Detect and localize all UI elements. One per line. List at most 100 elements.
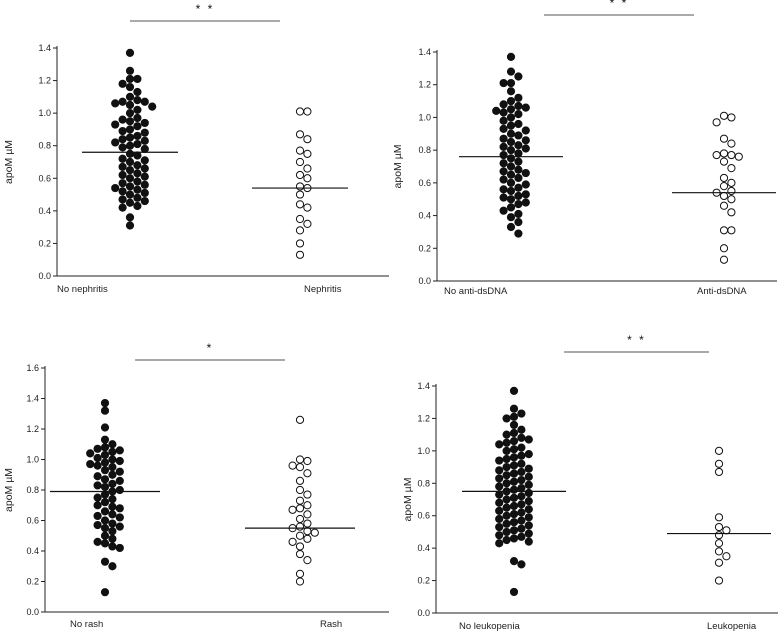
data-point-open [295,182,305,191]
data-point-filled [517,425,526,434]
y-tick-label: 1.4 [38,43,51,53]
data-point-filled [499,150,508,160]
data-point-filled [495,474,504,483]
data-point-open [295,577,305,586]
data-point-filled [115,522,124,531]
data-point-filled [521,144,530,153]
data-point-filled [502,527,511,537]
data-point-filled [514,110,523,119]
data-point-filled [108,463,117,472]
significance-label: * * [627,333,646,347]
data-point-filled [108,519,117,528]
y-tick-label: 0.8 [418,145,431,155]
data-point-filled [495,498,504,507]
data-point-open [719,182,729,191]
data-point-open [727,113,736,122]
y-tick-label: 1.2 [417,413,430,423]
data-point-filled [517,560,526,569]
data-point-open [295,130,305,139]
y-axis-title: apoM µM [392,145,404,189]
y-tick-label: 0.2 [26,577,39,587]
data-point-filled [517,516,526,525]
data-point-filled [502,462,511,472]
y-tick-label: 1.0 [418,112,431,122]
data-point-filled [93,444,102,453]
data-point-filled [499,108,508,117]
data-point-filled [514,218,523,227]
data-point-open [303,501,312,510]
y-tick-label: 0.4 [417,543,430,553]
data-point-open [714,558,724,567]
data-point-filled [506,113,516,122]
data-point-filled [140,118,149,128]
data-point-open [303,534,312,543]
data-point-filled [108,455,117,464]
data-point-filled [524,537,533,546]
data-point-open [303,556,312,565]
panel-anti-dsdna: 0.0 0.2 0.4 0.6 0.8 1.0 1.2 1.4 apoM µM No anti-d… [389,0,778,316]
data-point-filled [93,493,102,502]
data-point-open [727,178,736,187]
category-label: Leukopenia [707,621,757,632]
data-point-open [719,255,729,264]
data-point-filled [133,193,142,202]
data-point-filled [506,178,516,187]
y-tick-label: 1.2 [38,76,51,86]
significance-label: * * [196,2,215,16]
data-point-filled [100,539,110,548]
y-tick-label: 0.4 [418,211,431,221]
y-axis-title: apoM µM [402,478,414,522]
y-axis-title: apoM µM [3,468,15,512]
data-point-open [295,226,305,235]
data-point-open [719,157,729,166]
data-point-filled [499,100,508,109]
data-point-filled [118,195,127,204]
data-point-filled [100,588,110,597]
data-point-filled [140,164,149,173]
data-point-filled [514,200,523,209]
data-point-open [734,152,743,161]
data-point-open [303,519,312,528]
data-point-filled [108,534,117,543]
y-tick-label: 0.2 [417,576,430,586]
data-point-open [722,526,731,535]
data-point-filled [93,481,102,490]
data-point-filled [115,504,124,513]
data-point-filled [521,126,530,135]
data-point-filled [495,506,504,515]
data-point-filled [506,186,516,196]
data-point-filled [509,404,519,413]
data-point-filled [100,443,110,452]
data-point-filled [509,469,519,478]
panel-rash: 0.0 0.2 0.4 0.6 0.8 1.0 1.2 1.4 1.6 apoM µM No ras… [0,316,389,633]
data-point-filled [514,119,523,129]
data-point-filled [118,162,127,171]
data-point-open [295,504,305,513]
data-point-filled [506,87,516,96]
y-tick-label: 0.4 [26,546,39,556]
data-point-filled [133,169,142,178]
data-point-filled [509,557,519,566]
data-point-filled [509,453,519,462]
data-point-filled [502,414,511,423]
data-point-filled [517,500,526,509]
data-point-filled [125,157,135,167]
data-point-filled [115,476,124,485]
data-point-filled [509,412,519,421]
data-point-filled [495,456,504,465]
data-point-filled [517,433,526,442]
category-label: No leukopenia [459,621,520,632]
data-point-filled [514,149,523,158]
data-point-filled [133,185,142,194]
data-point-filled [502,438,511,447]
data-point-open [295,569,305,578]
y-tick-label: 0.8 [38,141,51,151]
data-point-filled [506,129,516,138]
data-point-filled [502,503,511,512]
data-point-filled [108,502,117,511]
data-point-filled [521,198,530,207]
data-point-filled [524,505,533,514]
data-point-filled [118,179,127,188]
data-point-filled [125,149,135,158]
data-point-filled [517,467,526,477]
